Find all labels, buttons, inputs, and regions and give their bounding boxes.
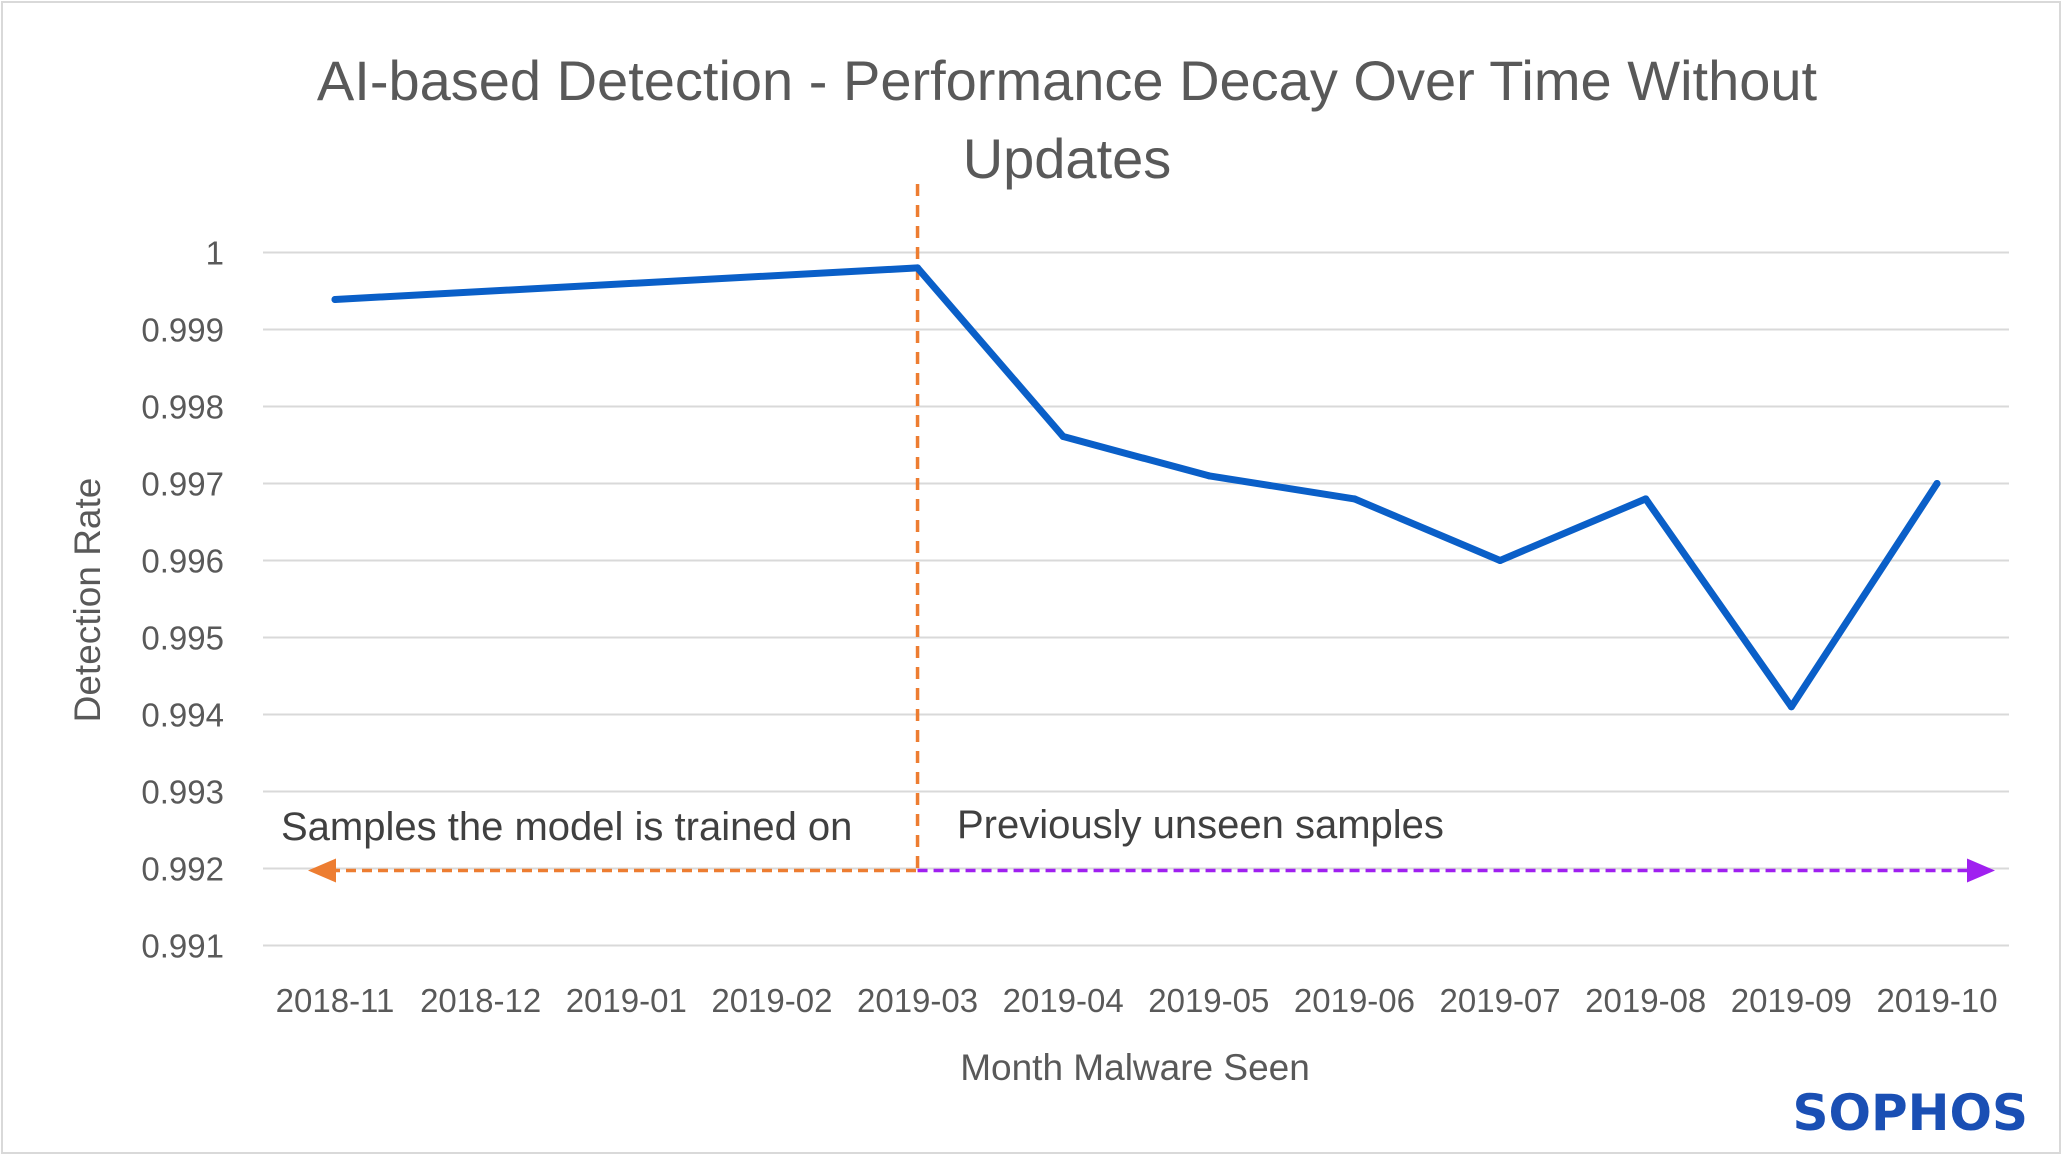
data-point: [331, 295, 339, 303]
y-tick-label: 0.996: [141, 543, 224, 580]
left-annotation-label: Samples the model is trained on: [281, 805, 852, 849]
left-arrowhead-icon: [308, 858, 336, 883]
x-tick-label: 2019-10: [1876, 982, 1997, 1019]
x-axis-title: Month Malware Seen: [960, 1047, 1310, 1088]
x-tick-label: 2019-08: [1585, 982, 1706, 1019]
right-arrowhead-icon: [1967, 858, 1995, 883]
data-point: [1350, 495, 1358, 503]
x-tick-label: 2018-11: [276, 982, 395, 1019]
y-tick-label: 0.993: [141, 774, 224, 811]
data-point: [1205, 472, 1213, 480]
x-tick-label: 2019-06: [1294, 982, 1415, 1019]
x-tick-label: 2018-12: [420, 982, 541, 1019]
x-tick-label: 2019-09: [1731, 982, 1852, 1019]
data-point: [914, 264, 922, 272]
y-tick-label: 0.998: [141, 389, 224, 426]
y-tick-label: 0.995: [141, 620, 224, 657]
data-point: [1787, 703, 1795, 711]
x-tick-label: 2019-04: [1003, 982, 1124, 1019]
data-point: [1933, 480, 1941, 487]
chart-title-line-1: AI-based Detection - Performance Decay O…: [317, 49, 1818, 112]
x-tick-label: 2019-02: [711, 982, 832, 1019]
y-tick-label: 0.992: [141, 851, 224, 888]
data-point: [1496, 557, 1504, 564]
y-tick-label: 0.999: [141, 312, 224, 349]
x-tick-label: 2019-03: [857, 982, 978, 1019]
y-tick-label: 0.994: [141, 697, 224, 734]
data-point: [1642, 495, 1650, 503]
chart-title-line-2: Updates: [963, 127, 1172, 190]
sophos-logo: SOPHOS: [1792, 1084, 2028, 1142]
x-tick-label: 2019-05: [1148, 982, 1269, 1019]
y-axis-title: Detection Rate: [67, 478, 108, 723]
data-point: [1059, 433, 1067, 441]
y-tick-label: 0.991: [141, 928, 224, 965]
x-tick-label: 2019-07: [1440, 982, 1561, 1019]
x-tick-label: 2019-01: [566, 982, 687, 1019]
y-tick-label: 0.997: [141, 466, 224, 503]
right-annotation-label: Previously unseen samples: [957, 803, 1444, 847]
y-tick-label: 1: [206, 235, 224, 272]
